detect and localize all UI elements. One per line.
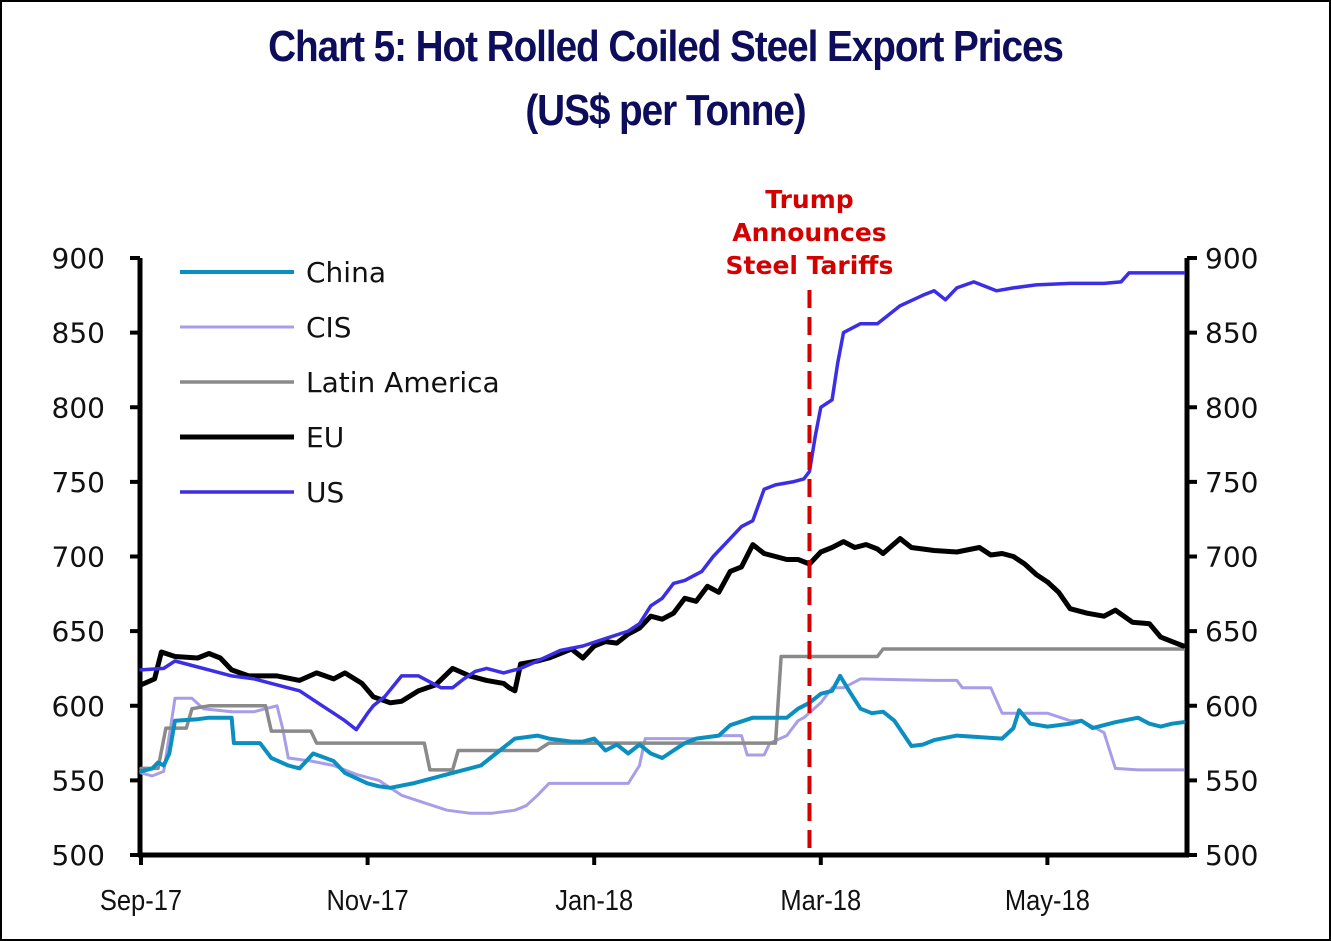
tariff-annotation: Trump Announces Steel Tariffs <box>726 185 894 855</box>
series-line-us <box>139 271 1186 732</box>
annotation-text-line: Steel Tariffs <box>726 251 894 280</box>
y-tick-label-right: 900 <box>1205 242 1258 275</box>
x-tick-label: Sep-17 <box>100 883 182 916</box>
y-tick-label-right: 700 <box>1205 541 1258 574</box>
y-tick-label-left: 900 <box>52 242 105 275</box>
legend-label-cis: CIS <box>306 311 352 344</box>
annotation-text-line: Announces <box>732 218 886 247</box>
y-tick-label-left: 650 <box>52 615 105 648</box>
y-tick-label-left: 800 <box>52 391 105 424</box>
chart-title: Chart 5: Hot Rolled Coiled Steel Export … <box>268 22 1064 71</box>
y-tick-label-left: 550 <box>52 764 105 797</box>
y-tick-label-right: 650 <box>1205 615 1258 648</box>
x-tick-label: Jan-18 <box>555 883 633 916</box>
series-line-cis <box>139 677 1185 815</box>
series-layer <box>138 271 1186 815</box>
y-tick-label-left: 700 <box>52 541 105 574</box>
legend-label-latin-america: Latin America <box>306 366 500 399</box>
legend: China CIS Latin America EU US <box>180 256 500 509</box>
x-tick-label: May-18 <box>1005 883 1090 916</box>
y-tick-label-right: 800 <box>1205 391 1258 424</box>
y-tick-label-right: 600 <box>1205 690 1258 723</box>
y-tick-label-left: 750 <box>52 466 105 499</box>
legend-label-us: US <box>306 476 344 509</box>
series-line-latin-america <box>139 647 1186 772</box>
series-line-eu <box>138 536 1186 706</box>
series-line-china <box>139 673 1186 790</box>
y-tick-label-right: 850 <box>1205 317 1258 350</box>
y-tick-label-right: 550 <box>1205 764 1258 797</box>
annotation-text-line: Trump <box>765 185 853 214</box>
y-tick-label-left: 850 <box>52 317 105 350</box>
legend-label-china: China <box>306 256 386 289</box>
y-tick-label-right: 750 <box>1205 466 1258 499</box>
x-tick-label: Nov-17 <box>326 883 408 916</box>
axes: 500 550 600 650 700 750 800 850 900 500 550 600 650 7… <box>52 242 1259 916</box>
y-tick-label-left: 600 <box>52 690 105 723</box>
y-tick-label-left: 500 <box>52 839 105 872</box>
y-tick-label-right: 500 <box>1205 839 1258 872</box>
legend-label-eu: EU <box>306 421 344 454</box>
chart-subtitle: (US$ per Tonne) <box>525 86 806 135</box>
x-tick-label: Mar-18 <box>780 883 861 916</box>
